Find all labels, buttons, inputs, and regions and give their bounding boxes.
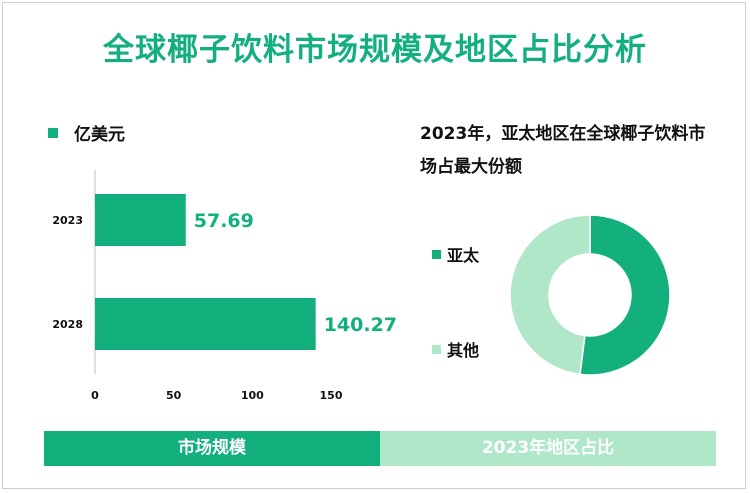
- donut-slice-other: [509, 214, 591, 376]
- x-tick-label-0: 0: [91, 389, 99, 402]
- category-label-2028: 2028: [52, 318, 83, 331]
- bar-2023: [95, 194, 186, 246]
- data-label-2028: 140.27: [324, 314, 397, 336]
- donut-legend-item-other: 其他: [432, 337, 479, 361]
- donut-legend-swatch-other: [432, 344, 441, 354]
- donut-slice-apac: [579, 214, 671, 376]
- chart-frame: [2, 2, 746, 489]
- bar-2028: [95, 298, 316, 350]
- x-tick-label-150: 150: [320, 389, 343, 402]
- tab-region-share[interactable]: 2023年地区占比: [380, 431, 716, 466]
- legend-swatch: [48, 127, 58, 138]
- x-tick-label-50: 50: [166, 389, 182, 402]
- donut-title: 2023年，亚太地区在全球椰子饮料市场占最大份额: [420, 124, 706, 177]
- tab-market-size[interactable]: 市场规模: [44, 431, 380, 466]
- legend-unit-label: 亿美元: [74, 125, 125, 145]
- donut-legend-item-apac: 亚太: [432, 242, 479, 266]
- donut-legend-label-other: 其他: [447, 341, 480, 360]
- bar-chart: 2023 57.69 2028 140.27 0 50 100 150: [52, 170, 397, 402]
- donut-chart: [509, 214, 671, 376]
- page-title: 全球椰子饮料市场规模及地区占比分析: [103, 32, 647, 68]
- donut-legend-swatch-apac: [432, 249, 441, 259]
- donut-legend-label-apac: 亚太: [447, 246, 480, 265]
- legend-unit: 亿美元: [48, 120, 125, 145]
- data-label-2023: 57.69: [194, 210, 254, 232]
- category-label-2023: 2023: [52, 214, 83, 227]
- x-tick-label-100: 100: [241, 389, 264, 402]
